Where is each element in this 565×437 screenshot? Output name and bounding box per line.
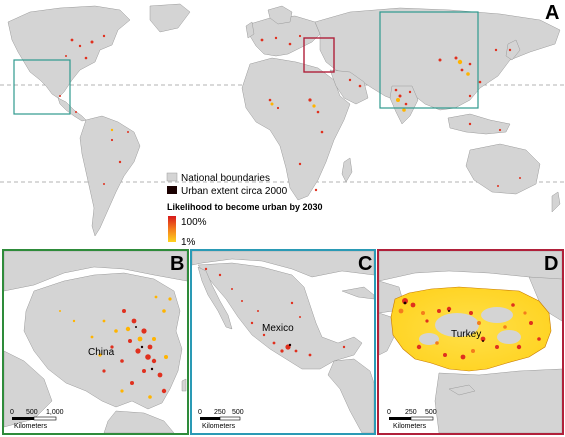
turkey-urban-dots (398, 298, 541, 360)
turkey-label: Turkey (451, 329, 481, 340)
urban-hotspots (59, 34, 521, 192)
uk-shape (245, 21, 255, 39)
china-inset-frame (379, 11, 479, 109)
panel-b-letter: B (170, 253, 185, 275)
svg-text:500: 500 (232, 409, 244, 416)
mexico-shape (197, 262, 363, 370)
mexico-map: 0 250 500 Kilometers Mexico (192, 251, 374, 433)
cuba-shape (341, 286, 374, 300)
greenland-shape (149, 3, 191, 33)
svg-text:500: 500 (425, 409, 437, 416)
svg-text:0: 0 (387, 409, 391, 416)
madagascar-shape (341, 157, 353, 183)
usa-shape (192, 251, 374, 278)
national-boundaries-swatch (166, 172, 178, 182)
svg-text:250: 250 (405, 409, 417, 416)
likelihood-color-ramp (168, 216, 176, 242)
svg-text:Kilometers: Kilometers (202, 423, 236, 430)
svg-text:0: 0 (198, 409, 202, 416)
panel-b-frame: 0 500 1,000 Kilometers China (2, 249, 189, 435)
japan-shape (505, 39, 521, 61)
svg-text:Kilometers: Kilometers (14, 423, 48, 430)
svg-text:0: 0 (10, 409, 14, 416)
black-sea-north-shape (379, 251, 562, 282)
likelihood-low-label: 1% (181, 237, 196, 248)
turkey-interior-grey (419, 307, 521, 345)
europe-shape (249, 15, 321, 57)
china-label: China (88, 347, 115, 358)
southeast-asia-islands-shape (447, 113, 511, 135)
turkey-map: 0 250 500 Kilometers Turkey (379, 251, 562, 433)
mexico-urban-dots (204, 267, 346, 357)
urban-hotspots-yellow (110, 59, 470, 132)
greece-shape (379, 312, 396, 356)
scandinavia-shape (267, 5, 293, 25)
cyprus-shape (448, 384, 476, 396)
turkey-scale-bar: 0 250 500 Kilometers (387, 409, 437, 430)
urban-extent-label: Urban extent circa 2000 (181, 186, 288, 197)
svg-text:1,000: 1,000 (46, 409, 64, 416)
map-legend: National boundaries Urban extent circa 2… (166, 172, 323, 242)
taiwan-shape (181, 378, 187, 392)
svg-text:500: 500 (26, 409, 38, 416)
arabian-peninsula-shape (329, 69, 369, 105)
mexico-label: Mexico (262, 323, 294, 334)
india-shape (389, 85, 419, 125)
north-america-shape (7, 5, 131, 99)
urban-extent-swatch (167, 186, 177, 194)
turkey-inset-frame (303, 37, 335, 73)
southeast-asia-shape (103, 410, 175, 433)
panel-c-frame: 0 250 500 Kilometers Mexico (190, 249, 376, 435)
likelihood-title: Likelihood to become urban by 2030 (167, 202, 323, 212)
india-south-shape (4, 350, 53, 428)
baja-california-shape (197, 266, 233, 330)
central-america-c-shape (327, 358, 374, 433)
south-america-shape (79, 115, 141, 237)
china-neighbors-shape (4, 251, 187, 292)
panel-d-letter: D (544, 253, 559, 275)
australia-shape (465, 143, 541, 195)
china-shape (23, 272, 183, 410)
mexico-inset-frame (13, 59, 71, 115)
svg-text:250: 250 (214, 409, 226, 416)
national-boundaries-label: National boundaries (181, 173, 270, 184)
mexico-scale-bar: 0 250 500 Kilometers (198, 409, 244, 430)
panel-c-letter: C (358, 253, 373, 275)
new-zealand-shape (551, 191, 561, 213)
china-map: 0 500 1,000 Kilometers China (4, 251, 187, 433)
syria-iraq-shape (434, 368, 562, 433)
panel-a-letter: A (545, 2, 560, 24)
china-scale-bar: 0 500 1,000 Kilometers (10, 409, 64, 430)
svg-text:Kilometers: Kilometers (393, 423, 427, 430)
caucasus-shape (528, 276, 562, 322)
panel-d-frame: 0 250 500 Kilometers Turkey (377, 249, 564, 435)
likelihood-high-label: 100% (181, 217, 207, 228)
world-map: National boundaries Urban extent circa 2… (0, 3, 565, 242)
china-urban-dots (59, 295, 172, 399)
